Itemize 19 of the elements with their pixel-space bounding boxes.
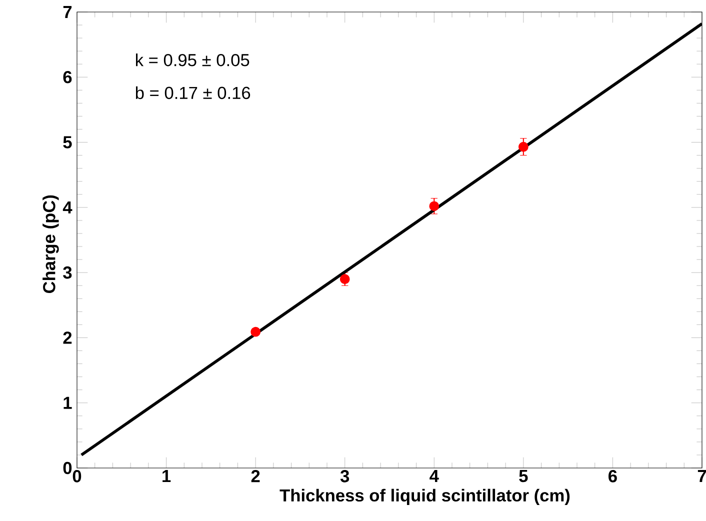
x-axis-title: Thickness of liquid scintillator (cm) [280,488,570,505]
x-tick-label: 7 [698,470,706,482]
y-tick-label: 5 [63,136,72,148]
y-axis-title: Charge (pC) [42,195,59,294]
y-tick-label: 2 [63,332,72,344]
y-tick-label: 3 [63,266,72,279]
x-tick-label: 2 [251,470,260,482]
y-tick-label: 6 [63,70,72,84]
annotation: k = 0.95 ± 0.05 [136,54,250,66]
x-tick-label: 0 [72,470,82,482]
x-tick-label: 3 [340,470,350,482]
x-tick-label: 5 [519,470,528,482]
y-tick-label: 4 [62,201,72,214]
x-tick-label: 4 [430,470,439,482]
x-tick-label: 1 [162,470,171,482]
annotation: b = 0.17 ± 0.16 [136,86,250,100]
x-tick-label: 6 [608,470,617,482]
y-tick-label: 7 [63,6,72,18]
y-tick-label: 1 [64,396,72,409]
